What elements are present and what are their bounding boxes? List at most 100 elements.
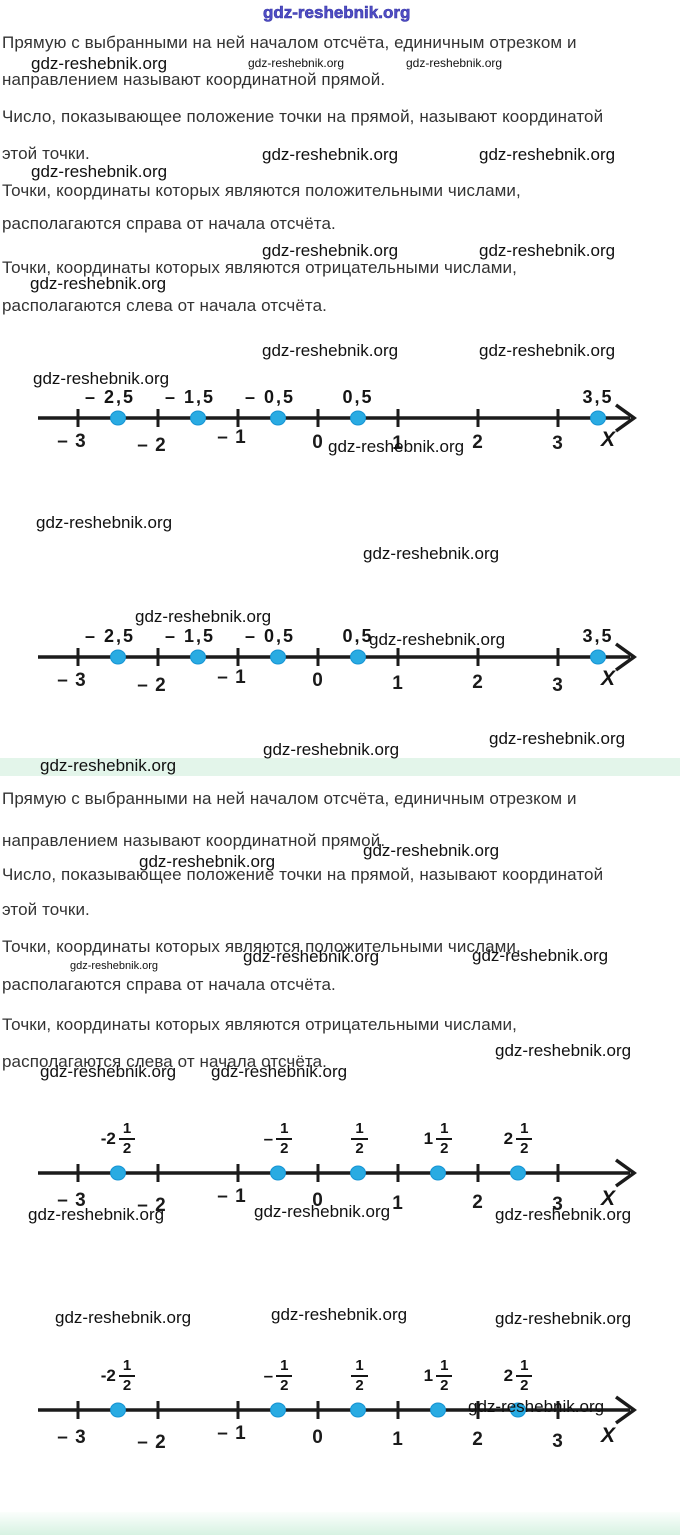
watermark: gdz-reshebnik.org — [31, 54, 168, 73]
point-label: – 2,5 — [84, 387, 136, 407]
watermark: gdz-reshebnik.org — [328, 437, 465, 456]
separator-band-bottom — [0, 1512, 680, 1535]
point-dot — [110, 649, 126, 665]
tick-label: – 3 — [57, 1190, 87, 1211]
point-dot — [350, 410, 366, 426]
point-dot — [430, 1402, 446, 1418]
point-dot — [270, 410, 286, 426]
separator-band-top — [0, 758, 680, 776]
point-label: – 1,5 — [164, 387, 216, 407]
paragraph-line: этой точки. — [2, 900, 90, 919]
point-dot — [110, 1165, 126, 1181]
paragraph-line: располагаются слева от начала отсчёта. — [2, 1052, 327, 1071]
tick-label: 1 — [392, 1193, 404, 1214]
fraction-numerator: 1 — [436, 1358, 453, 1377]
watermark: gdz-reshebnik.org — [262, 145, 399, 164]
point-label-fraction: -2 1 2 — [72, 1121, 164, 1157]
point-dot — [110, 1402, 126, 1418]
paragraph-line: располагаются справа от начала отсчёта. — [2, 975, 336, 994]
point-dot — [270, 649, 286, 665]
tick-label: 1 — [392, 673, 404, 694]
watermark: gdz-reshebnik.org — [468, 1397, 605, 1416]
watermark: gdz-reshebnik.org — [31, 162, 168, 181]
point-label: – 2,5 — [84, 626, 136, 646]
tick-label: – 1 — [217, 1186, 247, 1207]
point-dot — [190, 649, 206, 665]
tick-label: 3 — [552, 433, 564, 454]
watermark: gdz-reshebnik.org — [479, 341, 616, 360]
tick-label: 1 — [392, 1429, 404, 1450]
tick-label: – 1 — [217, 427, 247, 448]
fraction-numerator: 1 — [516, 1358, 533, 1377]
watermark: gdz-reshebnik.org — [40, 756, 177, 775]
watermark: gdz-reshebnik.org — [489, 729, 626, 748]
watermark: gdz-reshebnik.org — [479, 145, 616, 164]
axis-x-label: X — [600, 428, 615, 451]
watermark: gdz-reshebnik.org — [33, 369, 170, 388]
tick-label: – 1 — [217, 667, 247, 688]
point-dot — [110, 410, 126, 426]
watermark: gdz-reshebnik.org — [36, 513, 173, 532]
paragraph-line: Прямую с выбранными на ней началом отсчё… — [2, 33, 577, 52]
point-label: 0,5 — [342, 626, 374, 646]
point-dot — [270, 1402, 286, 1418]
fraction-denominator: 2 — [122, 1139, 132, 1157]
watermark: gdz-reshebnik.org — [369, 630, 506, 649]
tick-label: 2 — [472, 1192, 484, 1213]
fraction-numerator: 1 — [118, 1121, 136, 1140]
point-dot — [430, 1165, 446, 1181]
fraction-denominator: 2 — [440, 1139, 449, 1157]
paragraph-line: Число, показывающее положение точки на п… — [2, 107, 604, 126]
numline-axis — [38, 642, 637, 672]
tick-label: – 2 — [137, 1195, 167, 1216]
axis-x-label: X — [600, 1424, 615, 1447]
point-label: 3,5 — [582, 387, 614, 407]
fraction-numerator: 1 — [276, 1358, 293, 1377]
point-label-fraction: -2 1 2 — [72, 1358, 164, 1394]
tick-label: 0 — [312, 432, 324, 453]
fraction-whole: – — [263, 1366, 274, 1385]
number-line-diagram: – 3 – 2 – 1 0 1 2 3 X – 2,5 – 1,5 – 0,5 0,5 3,5 — [0, 602, 680, 712]
fraction-denominator: 2 — [355, 1139, 364, 1157]
fraction-whole: 2 — [503, 1366, 514, 1385]
fraction-numerator: 1 — [351, 1358, 368, 1377]
watermark: gdz-reshebnik.org — [363, 841, 500, 860]
point-label: 3,5 — [582, 626, 614, 646]
watermark: gdz-reshebnik.org — [262, 241, 399, 260]
watermark: gdz-reshebnik.org — [263, 740, 400, 759]
tick-label: 3 — [552, 1194, 564, 1215]
site-watermark-link[interactable]: gdz-reshebnik.org — [263, 3, 411, 23]
watermark: gdz-reshebnik.org — [406, 56, 503, 70]
numline-axis — [38, 1158, 637, 1188]
axis-arrow-icon — [614, 403, 637, 433]
watermark: gdz-reshebnik.org — [271, 1305, 408, 1324]
fraction-denominator: 2 — [122, 1376, 132, 1394]
tick-label: 2 — [472, 1429, 484, 1450]
watermark: gdz-reshebnik.org — [495, 1041, 632, 1060]
numline-axis — [38, 403, 637, 433]
tick-label: 0 — [312, 1427, 324, 1448]
fraction-numerator: 1 — [436, 1121, 453, 1140]
fraction-whole: 2 — [503, 1129, 514, 1148]
watermark: gdz-reshebnik.org — [139, 852, 276, 871]
paragraph-line: направлением называют координатной прямо… — [2, 831, 386, 850]
watermark: gdz-reshebnik.org — [30, 274, 167, 293]
paragraph-line: направлением называют координатной прямо… — [2, 70, 386, 89]
paragraph-line: Точки, координаты которых являются отриц… — [2, 1015, 517, 1034]
fraction-denominator: 2 — [280, 1139, 289, 1157]
fraction-whole: -2 — [100, 1366, 116, 1385]
paragraph-line: располагаются справа от начала отсчёта. — [2, 214, 336, 233]
fraction-denominator: 2 — [520, 1376, 529, 1394]
point-label: 0,5 — [342, 387, 374, 407]
watermark: gdz-reshebnik.org — [40, 1062, 177, 1081]
watermark: gdz-reshebnik.org — [479, 241, 616, 260]
paragraph-line: Точки, координаты которых являются отриц… — [2, 258, 517, 277]
